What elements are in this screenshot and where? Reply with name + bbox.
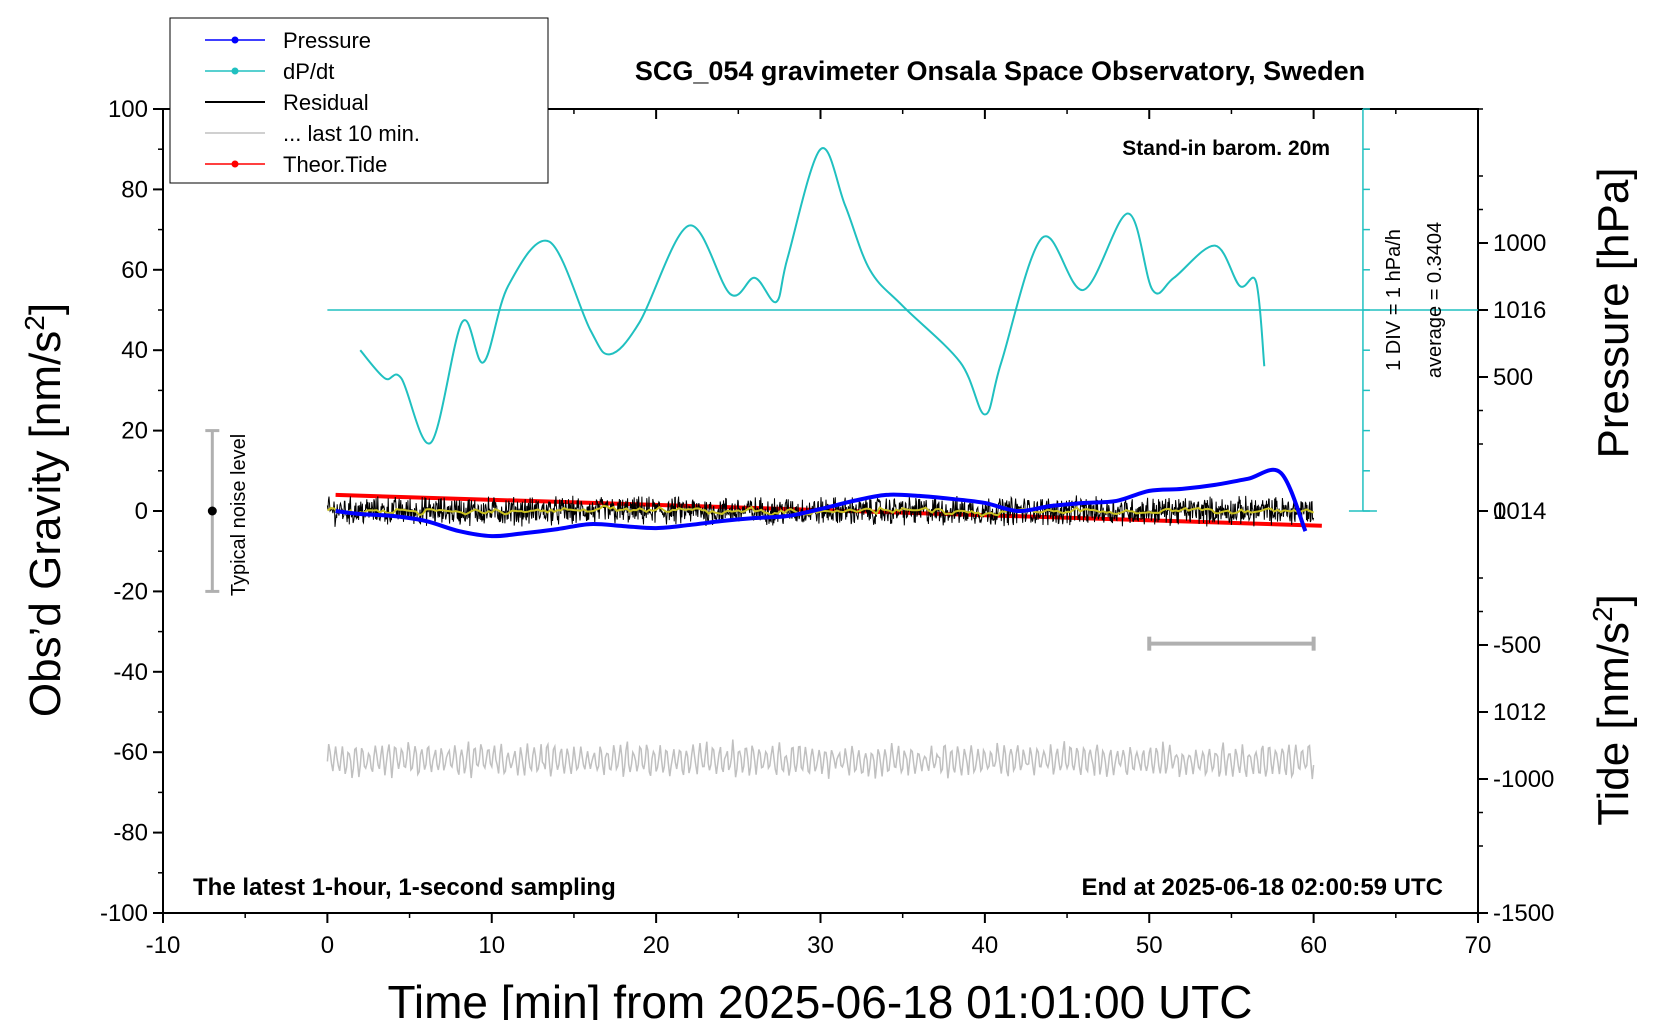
pressure-tick-label: 1014: [1493, 498, 1546, 525]
tide-tick-label: -1500: [1493, 900, 1554, 927]
y-left-label-close: ]: [21, 303, 70, 315]
legend-swatch-marker: [231, 36, 239, 44]
dpdt-scale-label: 1 DIV = 1 hPa/h: [1383, 229, 1405, 371]
legend-label: ... last 10 min.: [283, 121, 420, 146]
pressure-tick-label: 1016: [1493, 297, 1546, 324]
y-tick-label: -100: [100, 900, 148, 927]
y-tick-label: -80: [113, 820, 148, 847]
dpdt-line: [359, 147, 1266, 445]
y-tick-label: 60: [121, 257, 148, 284]
y-axis-left-label: Obs’d Gravity [nm/s2]: [19, 303, 70, 717]
x-tick-label: 0: [321, 932, 334, 959]
y-tick-label: -60: [113, 739, 148, 766]
tide-tick-label: 1000: [1493, 230, 1546, 257]
y-left-label-main: Obs’d Gravity [nm/s: [21, 331, 70, 717]
y-tick-label: -20: [113, 578, 148, 605]
tide-label-close: ]: [1589, 594, 1638, 606]
legend-items: Pressure dP/dt Residual ... last 10 min. The…: [205, 28, 420, 177]
y-tick-label: 100: [108, 96, 148, 123]
legend-label: dP/dt: [283, 59, 334, 84]
legend-label: Theor.Tide: [283, 152, 387, 177]
x-axis-ticks: -10 0 10 20 30 40 50 60 70: [146, 109, 1492, 959]
y-tick-label: 0: [135, 498, 148, 525]
y-tick-label: 40: [121, 337, 148, 364]
y-axis-left-ticks: -100 -80 -60 -40 -20 0 20 40 60 80 100: [100, 96, 163, 927]
legend-swatch-marker: [231, 67, 239, 75]
noise-level-bar: [205, 429, 220, 593]
legend-label: Residual: [283, 90, 369, 115]
dpdt-series: [359, 147, 1266, 445]
legend: Pressure dP/dt Residual ... last 10 min. The…: [169, 17, 549, 184]
legend-box: [169, 17, 549, 184]
ten-minute-scale-bar: [1147, 636, 1316, 651]
x-axis-label: Time [min] from 2025-06-18 01:01:00 UTC: [388, 976, 1253, 1020]
x-tick-label: 70: [1465, 932, 1492, 959]
residual-filtered-line: [326, 504, 1314, 518]
y-tick-label: 20: [121, 418, 148, 445]
x-tick-label: 10: [478, 932, 505, 959]
tide-tick-label: 500: [1493, 364, 1533, 391]
y-tick-label: 80: [121, 176, 148, 203]
tide-label-sup: 2: [1587, 606, 1618, 622]
legend-label: Pressure: [283, 28, 371, 53]
dpdt-average-label: average = 0.3404: [1424, 222, 1446, 378]
legend-swatch-marker: [231, 160, 239, 168]
pressure-tick-label: 1012: [1493, 699, 1546, 726]
annotation-end-time: End at 2025-06-18 02:00:59 UTC: [1082, 874, 1444, 901]
pressure-line: [335, 467, 1308, 539]
tide-label-main: Tide [nm/s: [1589, 622, 1638, 826]
x-tick-label: 50: [1136, 932, 1163, 959]
y-axis-pressure-label: Pressure [hPa]: [1589, 167, 1638, 458]
last-10-min-series: [326, 739, 1315, 780]
y-left-label-sup: 2: [19, 315, 50, 331]
tide-tick-label: -500: [1493, 632, 1541, 659]
noise-bar-center-dot: [207, 506, 217, 516]
x-tick-label: 30: [807, 932, 834, 959]
y-axis-tide-ticks: -1500 -1000 -500 0 500 1000: [1478, 175, 1554, 927]
y-axis-tide-label: Tide [nm/s2]: [1587, 594, 1638, 826]
tide-tick-label: 0: [1493, 498, 1506, 525]
x-tick-label: 40: [972, 932, 999, 959]
y-tick-label: -40: [113, 659, 148, 686]
noise-level-label: Typical noise level: [228, 434, 250, 596]
pressure-series: [335, 467, 1308, 539]
tide-tick-label: -1000: [1493, 766, 1554, 793]
x-tick-label: 60: [1300, 932, 1327, 959]
annotation-standin-barometer: Stand-in barom. 20m: [1122, 137, 1330, 160]
x-tick-label: 20: [643, 932, 670, 959]
y-axis-pressure-ticks: 1012 1014 1016: [1478, 108, 1546, 914]
x-tick-label: -10: [146, 932, 181, 959]
chart-title: SCG_054 gravimeter Onsala Space Observat…: [635, 56, 1365, 86]
last-10-min-line: [326, 739, 1315, 780]
dpdt-scale-axis: [1348, 108, 1377, 512]
annotation-sampling: The latest 1-hour, 1-second sampling: [193, 874, 616, 901]
